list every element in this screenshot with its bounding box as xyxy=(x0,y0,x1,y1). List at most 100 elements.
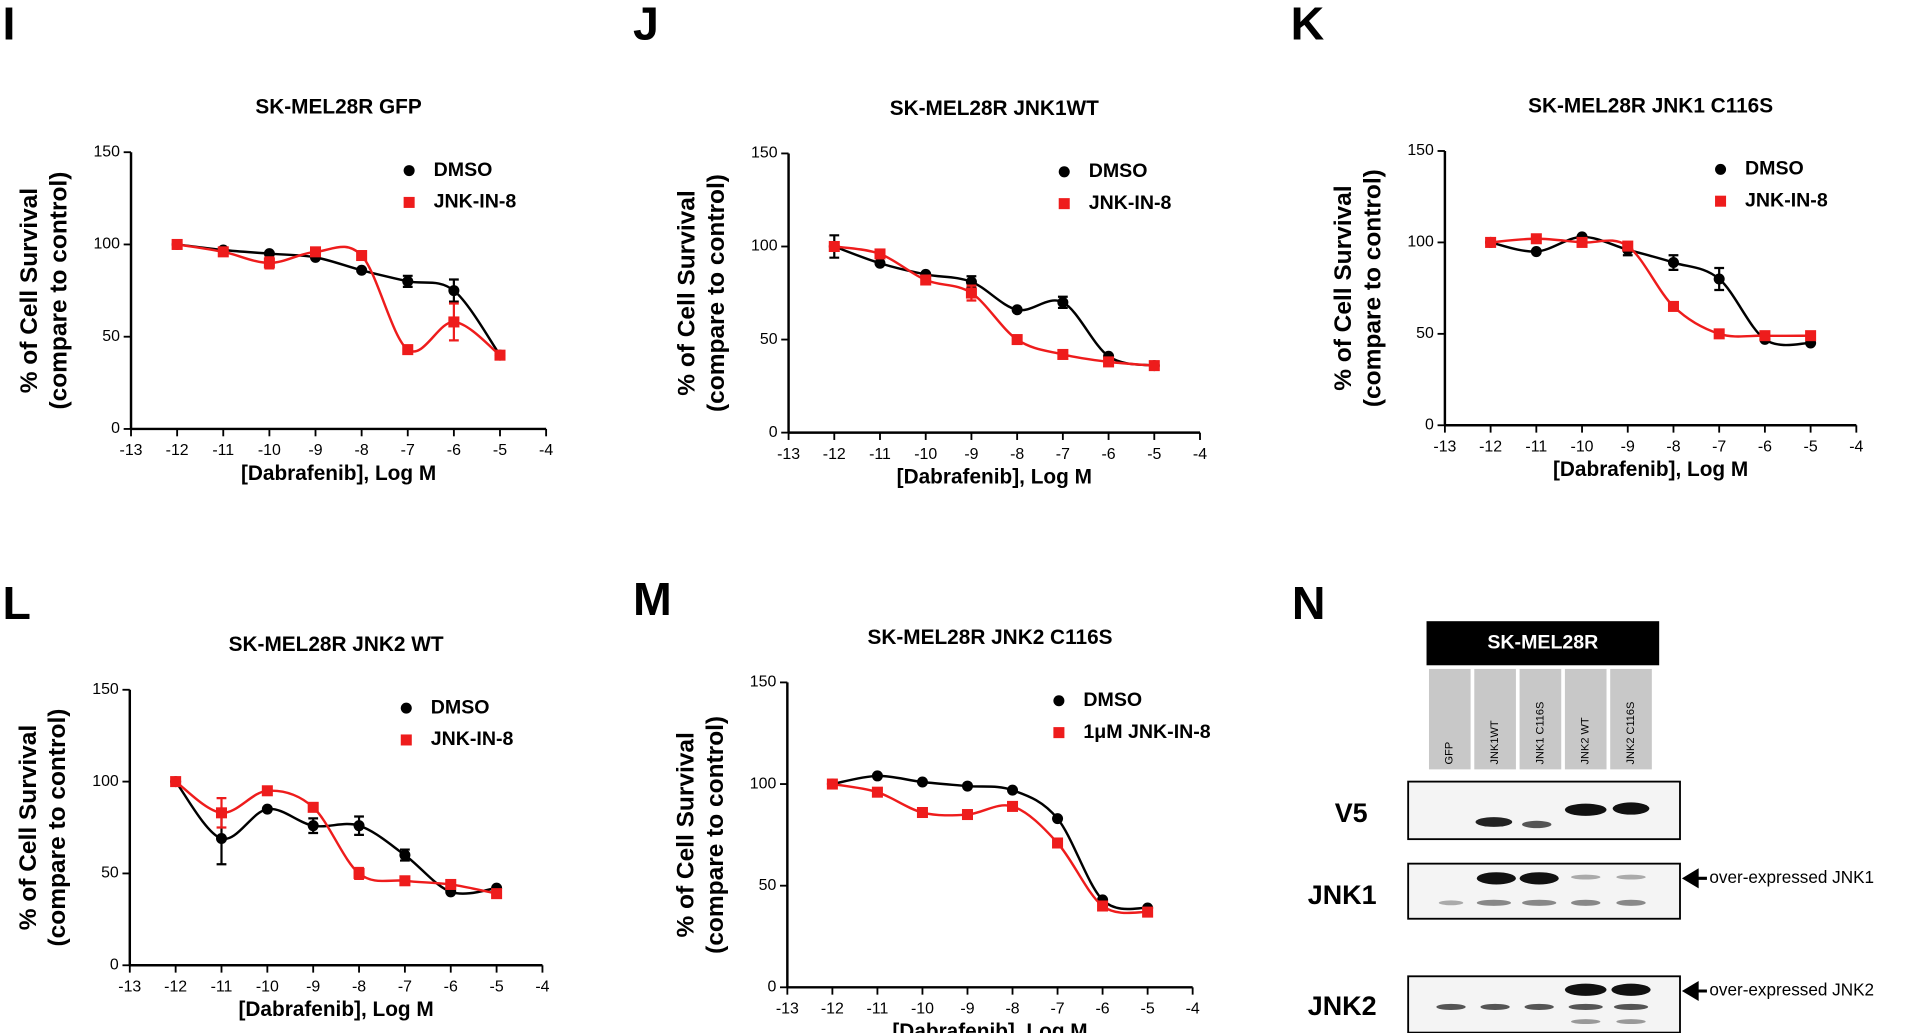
y-axis-label: (compare to control) xyxy=(44,709,71,947)
panel-letter: J xyxy=(633,0,659,50)
point xyxy=(916,776,928,788)
legend-marker xyxy=(400,702,412,714)
y-tick-label: 150 xyxy=(1407,142,1434,159)
x-tick-label: -4 xyxy=(1193,446,1207,463)
band xyxy=(1564,983,1607,996)
fit-curve xyxy=(176,243,501,356)
x-tick-label: -13 xyxy=(118,979,141,996)
point xyxy=(828,240,840,253)
y-axis-label: (compare to control) xyxy=(702,716,729,954)
x-tick-label: -9 xyxy=(308,442,322,459)
x-tick-label: -6 xyxy=(447,442,461,459)
band xyxy=(1571,874,1601,880)
point xyxy=(399,849,411,861)
point xyxy=(310,246,322,258)
row-label: JNK1 xyxy=(1308,880,1377,910)
point xyxy=(961,780,973,792)
point xyxy=(961,809,973,821)
arrow xyxy=(1681,980,1707,1002)
y-tick-label: 100 xyxy=(93,236,120,253)
y-tick-label: 50 xyxy=(760,331,778,348)
x-tick-label: -12 xyxy=(166,442,189,459)
x-tick-label: -5 xyxy=(493,442,507,459)
legend-label: 1μM JNK-IN-8 xyxy=(1083,721,1210,743)
x-tick-label: -8 xyxy=(355,442,369,459)
x-tick-label: -5 xyxy=(1141,1001,1155,1018)
panel-letter: M xyxy=(633,573,672,625)
legend-label: DMSO xyxy=(434,159,493,181)
row-label: V5 xyxy=(1335,798,1368,828)
x-tick-label: -13 xyxy=(120,442,143,459)
x-tick-label: -9 xyxy=(964,446,978,463)
point xyxy=(1667,257,1679,269)
legend-label: DMSO xyxy=(1089,160,1148,182)
lane-bg xyxy=(1474,668,1516,770)
band xyxy=(1616,1019,1646,1025)
legend-marker xyxy=(1715,195,1727,207)
point xyxy=(307,820,319,832)
panel-letter: I xyxy=(2,0,15,50)
x-tick-label: -11 xyxy=(211,979,233,996)
x-axis-label: [Dabrafenib], Log M xyxy=(892,1020,1087,1033)
y-axis-label: % of Cell Survival xyxy=(16,188,43,393)
point xyxy=(1057,348,1069,360)
x-tick-label: -4 xyxy=(539,442,553,459)
arrow xyxy=(1681,868,1707,889)
x-tick-label: -6 xyxy=(1096,1001,1110,1018)
point xyxy=(1713,328,1725,340)
point xyxy=(826,778,838,790)
point xyxy=(353,867,365,879)
x-tick-label: -10 xyxy=(911,1001,934,1018)
x-tick-label: -4 xyxy=(535,979,549,996)
x-tick-label: -9 xyxy=(1621,439,1635,456)
point xyxy=(215,833,228,845)
blot-panel: N SK-MEL28R GFP JNK1WT JNK1 C116S JNK2 W… xyxy=(1292,577,1874,1033)
legend-marker xyxy=(403,165,415,177)
point xyxy=(1103,356,1115,368)
x-tick-label: -11 xyxy=(212,442,234,459)
band xyxy=(1616,874,1646,880)
arrow-label: over-expressed JNK2 xyxy=(1709,980,1874,1000)
y-tick-label: 0 xyxy=(769,424,778,441)
y-axis-label: (compare to control) xyxy=(703,174,730,412)
y-axis-label: (compare to control) xyxy=(45,172,72,410)
lane-bg xyxy=(1564,668,1607,770)
point xyxy=(1667,300,1679,312)
point xyxy=(1007,800,1019,812)
point xyxy=(399,875,411,887)
point xyxy=(215,807,228,819)
blot-header: SK-MEL28R xyxy=(1487,631,1598,653)
point xyxy=(1057,296,1069,308)
chart: M SK-MEL28R JNK2 C116S 0 50 100 150 -13 -12 -11 -… xyxy=(633,573,1211,1033)
band xyxy=(1571,1019,1601,1025)
point xyxy=(353,820,365,832)
chart: K SK-MEL28R JNK1 C116S 0 50 100 150 -13 -12 -11 -… xyxy=(1291,0,1864,481)
band xyxy=(1436,1003,1466,1010)
x-axis-label: [Dabrafenib], Log M xyxy=(897,465,1092,488)
panel-letter: N xyxy=(1292,577,1326,629)
point xyxy=(871,786,883,798)
point xyxy=(445,878,457,890)
x-tick-label: -11 xyxy=(869,446,891,463)
legend-label: DMSO xyxy=(1083,689,1142,711)
point xyxy=(1052,837,1064,849)
lane-bg xyxy=(1519,668,1562,770)
y-tick-label: 0 xyxy=(110,956,119,973)
point xyxy=(916,806,928,819)
x-tick-label: -7 xyxy=(1712,439,1726,456)
x-tick-label: -12 xyxy=(164,979,187,996)
point xyxy=(1576,236,1588,248)
lane-label: JNK1 C116S xyxy=(1534,702,1546,765)
x-tick-label: -8 xyxy=(1666,439,1680,456)
y-tick-label: 50 xyxy=(1416,325,1434,342)
y-axis-label: % of Cell Survival xyxy=(15,725,42,930)
point xyxy=(171,238,183,250)
x-tick-label: -12 xyxy=(821,1001,844,1018)
band xyxy=(1476,872,1516,885)
band xyxy=(1522,899,1557,906)
legend-marker xyxy=(403,196,415,208)
legend-label: JNK-IN-8 xyxy=(1089,192,1172,214)
y-tick-label: 100 xyxy=(751,238,778,255)
legend-label: JNK-IN-8 xyxy=(1745,189,1828,211)
